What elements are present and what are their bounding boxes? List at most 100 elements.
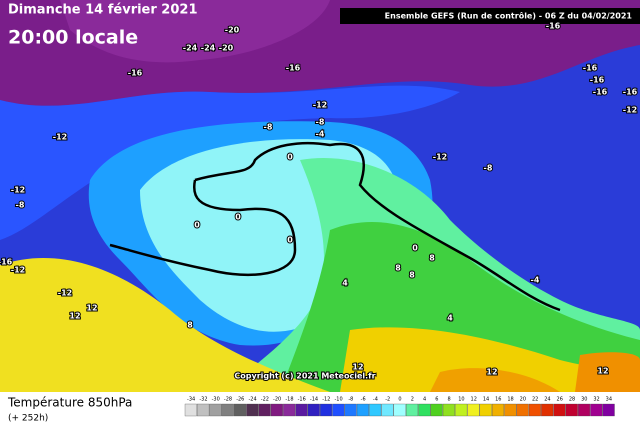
contour-label: -20 — [219, 44, 234, 53]
contour-label: -24 — [183, 44, 198, 53]
scale-tick-label: 22 — [532, 397, 538, 403]
scale-tick-label: 4 — [423, 397, 426, 403]
scale-tick-label: 34 — [606, 397, 612, 403]
contour-label: -12 — [313, 101, 327, 110]
contour-label: -12 — [623, 106, 637, 115]
contour-label: 8 — [395, 264, 401, 273]
scale-tick-label: -22 — [261, 397, 269, 403]
time-label: 20:00 locale — [8, 27, 138, 49]
contour-label: -16 — [583, 64, 598, 73]
scale-tick-label: 6 — [435, 397, 438, 403]
contour-label: -16 — [590, 76, 605, 85]
scale-swatch — [442, 403, 455, 417]
contour-label: -12 — [11, 186, 25, 195]
contour-label: 8 — [429, 254, 435, 263]
scale-tick-label: 10 — [458, 397, 464, 403]
scale-swatch — [565, 403, 578, 417]
scale-swatch — [332, 403, 345, 417]
scale-tick-label: 18 — [507, 397, 513, 403]
scale-tick-label: 2 — [411, 397, 414, 403]
contour-label: 12 — [86, 304, 97, 313]
scale-tick-label: 24 — [544, 397, 550, 403]
contour-label: -16 — [593, 88, 608, 97]
scale-swatch — [405, 403, 419, 417]
scale-swatch — [344, 403, 357, 417]
scale-swatch — [221, 403, 234, 417]
scale-swatch — [430, 403, 443, 417]
scale-swatch — [295, 403, 308, 417]
scale-swatch — [602, 403, 615, 417]
scale-tick-label: 20 — [520, 397, 526, 403]
contour-label: 12 — [597, 367, 608, 376]
scale-swatch — [541, 403, 554, 417]
scale-tick-label: -24 — [248, 397, 256, 403]
scale-tick-label: -2 — [385, 397, 390, 403]
contour-label: -4 — [316, 130, 325, 139]
contour-label: 0 — [412, 244, 418, 253]
scale-tick-label: 28 — [569, 397, 575, 403]
scale-tick-label: -30 — [212, 397, 220, 403]
scale-swatch — [209, 403, 222, 417]
scale-tick-label: 16 — [495, 397, 501, 403]
contour-label: 0 — [194, 221, 200, 230]
contour-label: -8 — [16, 201, 25, 210]
scale-tick-label: -18 — [285, 397, 293, 403]
scale-swatch — [184, 403, 197, 417]
scale-swatch — [381, 403, 394, 417]
scale-tick-label: -12 — [322, 397, 330, 403]
contour-label: 0 — [287, 236, 293, 245]
scale-tick-label: -28 — [224, 397, 232, 403]
scale-swatch — [319, 403, 333, 417]
copyright: Copyright (c) 2021 Meteociel.fr — [234, 372, 375, 381]
contour-label: -16 — [286, 64, 301, 73]
contour-label: 8 — [409, 271, 415, 280]
scale-tick-label: -14 — [310, 397, 318, 403]
footer-title: Température 850hPa — [7, 396, 132, 410]
contour-label: -12 — [11, 266, 25, 275]
scale-swatch — [577, 403, 591, 417]
contour-label: -24 — [201, 44, 216, 53]
scale-swatch — [393, 403, 406, 417]
contour-label: -16 — [128, 69, 143, 78]
scale-swatch — [504, 403, 517, 417]
scale-tick-label: -32 — [199, 397, 207, 403]
contour-label: 12 — [69, 312, 80, 321]
scale-tick-label: -4 — [373, 397, 378, 403]
scale-tick-label: 14 — [483, 397, 489, 403]
contour-label: 0 — [235, 213, 241, 222]
scale-tick-label: 0 — [398, 397, 401, 403]
date-label: Dimanche 14 février 2021 — [8, 3, 198, 18]
run-label: Ensemble GEFS (Run de contrôle) - 06 Z d… — [385, 11, 633, 21]
map-background — [0, 0, 640, 392]
scale-swatch — [356, 403, 369, 417]
scale-tick-label: -6 — [361, 397, 366, 403]
scale-swatch — [233, 403, 247, 417]
color-scale: -34 -32 -30 -28 -26 -24 -22 -20 -18 -16 -14 -12 -10-… — [184, 397, 615, 417]
scale-tick-label: 8 — [448, 397, 451, 403]
scale-swatch — [283, 403, 296, 417]
contour-label: -20 — [225, 26, 240, 35]
scale-swatch — [590, 403, 603, 417]
scale-swatch — [197, 403, 210, 417]
contour-label: -8 — [316, 118, 325, 127]
contour-labels: -20-24 -24 -20-16-16-16-16-16-16 -16-12-12-… — [0, 21, 639, 378]
scale-swatch — [369, 403, 382, 417]
scale-swatch — [479, 403, 492, 417]
contour-label: 0 — [287, 153, 293, 162]
contour-label: -12 — [53, 133, 67, 142]
contour-label: -8 — [264, 123, 273, 132]
scale-swatch — [467, 403, 480, 417]
scale-tick-label: -10 — [334, 397, 342, 403]
scale-tick-label: -8 — [348, 397, 353, 403]
scale-tick-label: 26 — [557, 397, 563, 403]
scale-swatch — [455, 403, 468, 417]
contour-label: -8 — [484, 164, 493, 173]
scale-tick-label: -16 — [298, 397, 306, 403]
scale-tick-label: -34 — [187, 397, 195, 403]
scale-tick-label: 12 — [471, 397, 477, 403]
contour-label: 12 — [352, 363, 363, 372]
contour-label: -12 — [433, 153, 447, 162]
contour-label: 4 — [447, 314, 453, 323]
contour-label: -12 — [58, 289, 72, 298]
